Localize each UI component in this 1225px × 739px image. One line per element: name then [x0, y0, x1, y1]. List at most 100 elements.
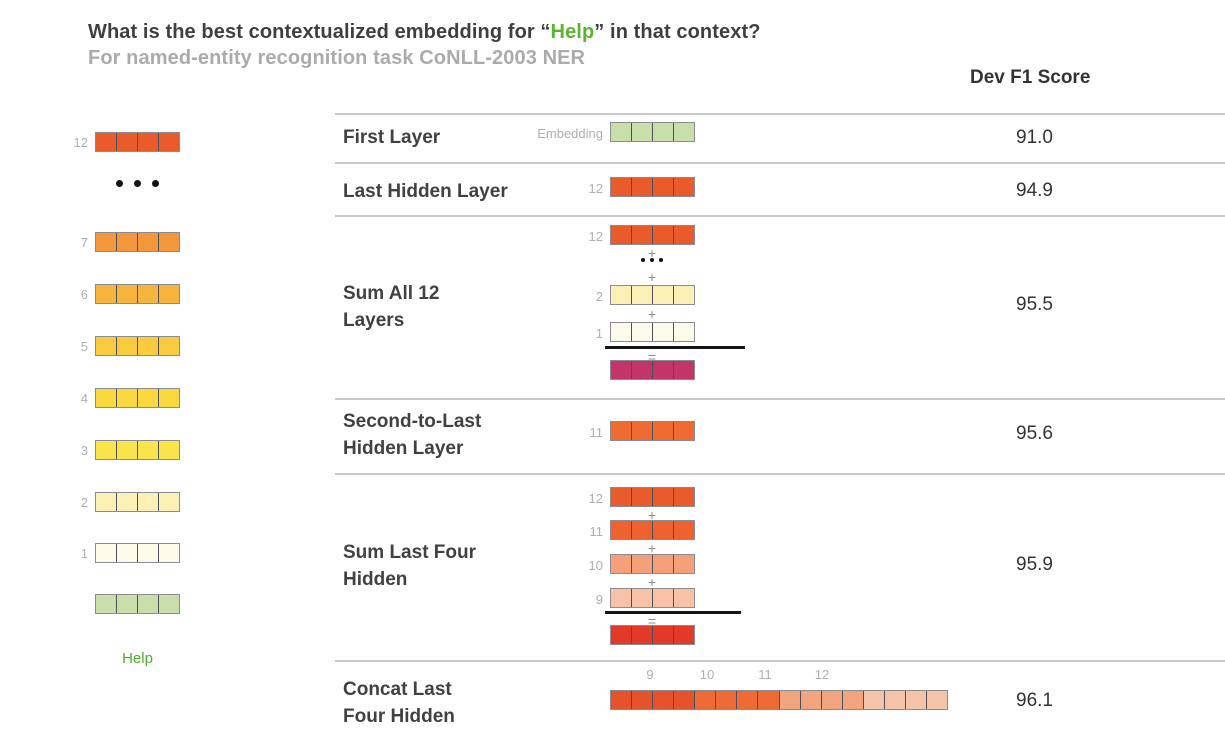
- layer-vector: [95, 543, 180, 563]
- vector-cell: [820, 691, 842, 709]
- sum-line: [605, 346, 745, 349]
- f1-score: 95.6: [1016, 423, 1053, 444]
- vector-cell: [631, 422, 652, 440]
- vector-label: 3: [80, 443, 88, 458]
- vector-label: 11: [589, 524, 604, 539]
- vector-box: [610, 421, 695, 441]
- vector-label: 10: [588, 558, 603, 573]
- vector-cell: [158, 337, 179, 355]
- strategy-name: Last Hidden Layer: [343, 181, 508, 202]
- row-divider: [335, 660, 1225, 662]
- f1-score: 95.5: [1016, 294, 1053, 315]
- vector-cell: [116, 389, 137, 407]
- vector-cell: [736, 691, 758, 709]
- vector-cell: [652, 286, 673, 304]
- vector-cell: [96, 133, 116, 151]
- vector-box: [610, 122, 695, 142]
- title-highlight: Help: [550, 21, 595, 43]
- group-label: 11: [758, 667, 772, 682]
- dot: [151, 180, 159, 187]
- vector-cell: [883, 691, 905, 709]
- vector-cell: [611, 626, 631, 644]
- dot: [133, 180, 141, 187]
- vector-cell: [757, 691, 779, 709]
- vector-cell: [799, 691, 821, 709]
- vector-cell: [611, 589, 631, 607]
- vector-label: 9: [595, 592, 603, 607]
- embedding-vector: [95, 594, 180, 614]
- vector-cell: [925, 691, 947, 709]
- vector-cell: [652, 323, 673, 341]
- vector-cell: [158, 544, 179, 562]
- vector-label: 2: [595, 289, 603, 304]
- vector-cell: [673, 488, 694, 506]
- result-vector: [610, 360, 695, 380]
- vector-box: [610, 554, 695, 574]
- vector-cell: [158, 441, 179, 459]
- concat-vector: [610, 690, 948, 710]
- vector-cell: [841, 691, 863, 709]
- vector-label: 12: [588, 229, 603, 244]
- vector-cell: [611, 286, 631, 304]
- vector-cell: [631, 626, 652, 644]
- vector-cell: [631, 691, 653, 709]
- vector-cell: [652, 361, 673, 379]
- vector-cell: [137, 441, 158, 459]
- vector-cell: [715, 691, 737, 709]
- strategy-name: Sum All 12 Layers: [343, 283, 440, 331]
- group-label: 9: [646, 667, 654, 682]
- dot: [115, 180, 123, 187]
- vector-cell: [611, 226, 631, 244]
- stack-ellipsis-dots: [115, 180, 159, 187]
- f1-score: 95.9: [1016, 554, 1053, 575]
- vector-cell: [96, 233, 116, 251]
- score-column-header: Dev F1 Score: [970, 67, 1091, 88]
- vector-cell: [673, 361, 694, 379]
- vector-cell: [673, 521, 694, 539]
- row-divider: [335, 473, 1225, 475]
- vector-cell: [631, 555, 652, 573]
- vector-cell: [96, 441, 116, 459]
- vector-box: [610, 520, 695, 540]
- vector-cell: [116, 337, 137, 355]
- vector-cell: [158, 233, 179, 251]
- vector-label: 11: [589, 425, 604, 440]
- vector-cell: [673, 691, 695, 709]
- layer-vector: [95, 232, 180, 252]
- vector-cell: [96, 389, 116, 407]
- strategy-name: Sum Last Four Hidden: [343, 542, 477, 590]
- vector-box: [610, 225, 695, 245]
- vector-cell: [673, 123, 694, 141]
- vector-cell: [611, 691, 632, 709]
- strategy-name: Concat Last Four Hidden: [343, 679, 455, 727]
- vector-cell: [673, 286, 694, 304]
- vector-cell: [652, 123, 673, 141]
- vector-cell: [96, 337, 116, 355]
- plus-operator: +: [647, 540, 657, 556]
- vector-box: [610, 588, 695, 608]
- layer-vector: [95, 388, 180, 408]
- f1-score: 94.9: [1016, 180, 1053, 201]
- vector-cell: [652, 178, 673, 196]
- vector-label: 12: [73, 135, 88, 150]
- vector-cell: [158, 595, 179, 613]
- row-divider: [335, 215, 1225, 217]
- vector-cell: [137, 233, 158, 251]
- vector-cell: [611, 521, 631, 539]
- vector-cell: [631, 488, 652, 506]
- vector-cell: [158, 389, 179, 407]
- vector-cell: [904, 691, 926, 709]
- vector-cell: [652, 626, 673, 644]
- vector-cell: [137, 389, 158, 407]
- vector-cell: [631, 361, 652, 379]
- vector-label: 1: [80, 546, 88, 561]
- vector-cell: [96, 493, 116, 511]
- vector-cell: [116, 285, 137, 303]
- vector-cell: [137, 133, 158, 151]
- vector-label: Embedding: [537, 126, 603, 141]
- vector-box: [610, 322, 695, 342]
- equals-operator: =: [647, 349, 657, 365]
- vector-cell: [137, 595, 158, 613]
- f1-score: 96.1: [1016, 690, 1053, 711]
